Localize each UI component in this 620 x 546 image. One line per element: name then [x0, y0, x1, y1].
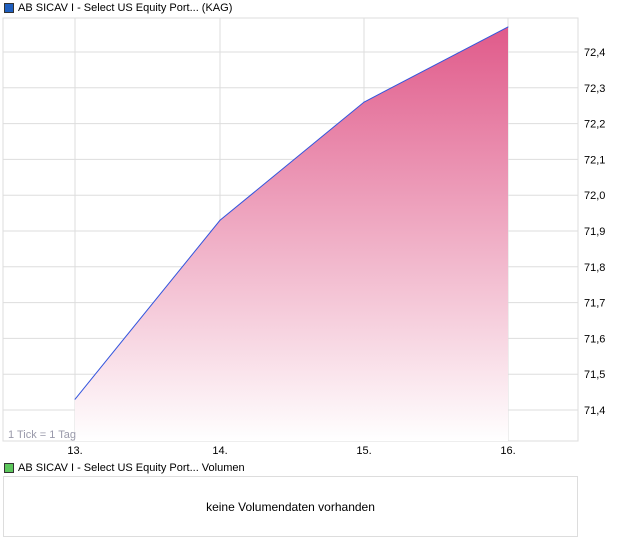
data-point [363, 101, 365, 103]
y-tick-label: 72,1 [584, 154, 605, 166]
volume-message: keine Volumendaten vorhanden [206, 499, 375, 514]
price-line [74, 26, 509, 400]
y-tick-label: 71,5 [584, 369, 605, 381]
y-tick-label: 71,6 [584, 333, 605, 345]
volume-panel: keine Volumendaten vorhanden [3, 476, 578, 537]
y-tick-label: 71,8 [584, 262, 605, 274]
tick-note: 1 Tick = 1 Tag [8, 429, 76, 441]
x-tick-label: 14. [212, 445, 227, 457]
legend-volume: AB SICAV I - Select US Equity Port... Vo… [4, 462, 245, 474]
y-tick-label: 72,3 [584, 83, 605, 95]
legend-swatch-blue [4, 3, 14, 13]
legend-swatch-green [4, 463, 14, 473]
y-tick-label: 72,2 [584, 119, 605, 131]
legend-main: AB SICAV I - Select US Equity Port... (K… [4, 2, 232, 14]
x-tick-label: 15. [356, 445, 371, 457]
y-tick-label: 71,7 [584, 298, 605, 310]
data-point [74, 398, 76, 400]
y-tick-label: 71,9 [584, 226, 605, 238]
x-tick-label: 13. [67, 445, 82, 457]
legend-volume-label: AB SICAV I - Select US Equity Port... Vo… [18, 462, 245, 474]
y-tick-label: 72,4 [584, 47, 605, 59]
y-tick-label: 71,4 [584, 405, 605, 417]
x-tick-label: 16. [500, 445, 515, 457]
price-chart: 1 Tick = 1 Tag 72,4 72,3 72,2 72,1 72,0 71,9 7… [2, 17, 605, 457]
y-tick-label: 72,0 [584, 190, 605, 202]
price-area [75, 26, 508, 441]
data-point [507, 26, 509, 28]
legend-main-label: AB SICAV I - Select US Equity Port... (K… [18, 2, 233, 14]
data-point [219, 219, 221, 221]
